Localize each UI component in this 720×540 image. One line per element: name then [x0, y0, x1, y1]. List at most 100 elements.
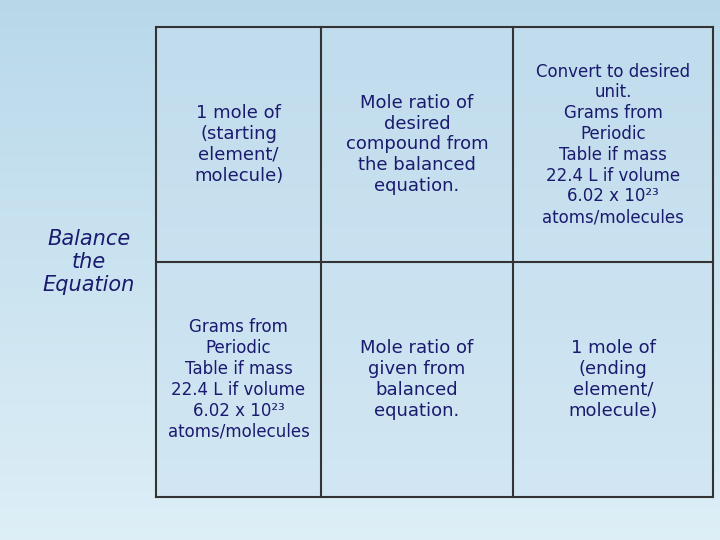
- Bar: [0, 486, 720, 491]
- Bar: [0, 481, 720, 486]
- Text: Convert to desired
unit.
Grams from
Periodic
Table if mass
22.4 L if volume
6.02: Convert to desired unit. Grams from Peri…: [536, 63, 690, 226]
- Bar: [0, 508, 720, 513]
- Bar: [0, 329, 720, 335]
- Bar: [0, 529, 720, 535]
- Bar: [0, 405, 720, 410]
- FancyBboxPatch shape: [513, 262, 713, 497]
- Bar: [0, 11, 720, 16]
- Bar: [0, 427, 720, 432]
- Bar: [0, 400, 720, 405]
- Bar: [0, 194, 720, 200]
- Bar: [0, 324, 720, 329]
- Bar: [0, 248, 720, 254]
- Bar: [0, 151, 720, 157]
- Bar: [0, 356, 720, 362]
- Bar: [0, 232, 720, 238]
- Bar: [0, 38, 720, 43]
- Bar: [0, 497, 720, 502]
- Bar: [0, 157, 720, 162]
- Bar: [0, 238, 720, 243]
- Bar: [0, 292, 720, 297]
- Bar: [0, 286, 720, 292]
- Bar: [0, 313, 720, 319]
- Text: Grams from
Periodic
Table if mass
22.4 L if volume
6.02 x 10²³
atoms/molecules: Grams from Periodic Table if mass 22.4 L…: [168, 319, 310, 440]
- Bar: [0, 130, 720, 135]
- Bar: [0, 362, 720, 367]
- Bar: [0, 27, 720, 32]
- Bar: [0, 140, 720, 146]
- Bar: [0, 346, 720, 351]
- Bar: [0, 459, 720, 464]
- Bar: [0, 308, 720, 313]
- Bar: [0, 319, 720, 324]
- Bar: [0, 513, 720, 518]
- Bar: [0, 535, 720, 540]
- Bar: [0, 59, 720, 65]
- FancyBboxPatch shape: [156, 262, 321, 497]
- Bar: [0, 454, 720, 459]
- Bar: [0, 103, 720, 108]
- Bar: [0, 464, 720, 470]
- Bar: [0, 351, 720, 356]
- Bar: [0, 524, 720, 529]
- Bar: [0, 243, 720, 248]
- Bar: [0, 259, 720, 265]
- Bar: [0, 367, 720, 373]
- Bar: [0, 124, 720, 130]
- Bar: [0, 81, 720, 86]
- Bar: [0, 22, 720, 27]
- FancyBboxPatch shape: [513, 27, 713, 262]
- Bar: [0, 437, 720, 443]
- Bar: [0, 302, 720, 308]
- Bar: [0, 76, 720, 81]
- Bar: [0, 421, 720, 427]
- Bar: [0, 378, 720, 383]
- Bar: [0, 162, 720, 167]
- Bar: [0, 70, 720, 76]
- Bar: [0, 189, 720, 194]
- Bar: [0, 43, 720, 49]
- Bar: [0, 373, 720, 378]
- Bar: [0, 470, 720, 475]
- Bar: [0, 92, 720, 97]
- Text: 1 mole of
(starting
element/
molecule): 1 mole of (starting element/ molecule): [194, 104, 283, 185]
- Bar: [0, 97, 720, 103]
- Bar: [0, 227, 720, 232]
- Bar: [0, 297, 720, 302]
- Bar: [0, 432, 720, 437]
- Bar: [0, 394, 720, 400]
- Text: Balance
the
Equation: Balance the Equation: [42, 229, 135, 295]
- Bar: [0, 173, 720, 178]
- Bar: [0, 254, 720, 259]
- Bar: [0, 275, 720, 281]
- Bar: [0, 281, 720, 286]
- Bar: [0, 389, 720, 394]
- Bar: [0, 443, 720, 448]
- Bar: [0, 383, 720, 389]
- Bar: [0, 491, 720, 497]
- Bar: [0, 270, 720, 275]
- Bar: [0, 54, 720, 59]
- Bar: [0, 49, 720, 54]
- Bar: [0, 86, 720, 92]
- Bar: [0, 502, 720, 508]
- Bar: [0, 340, 720, 346]
- Bar: [0, 216, 720, 221]
- Bar: [0, 146, 720, 151]
- Bar: [0, 5, 720, 11]
- FancyBboxPatch shape: [321, 27, 513, 262]
- Bar: [0, 184, 720, 189]
- FancyBboxPatch shape: [321, 262, 513, 497]
- Bar: [0, 0, 720, 5]
- Bar: [0, 113, 720, 119]
- Bar: [0, 32, 720, 38]
- Bar: [0, 410, 720, 416]
- Bar: [0, 200, 720, 205]
- Bar: [0, 108, 720, 113]
- FancyBboxPatch shape: [156, 27, 321, 262]
- Bar: [0, 475, 720, 481]
- Bar: [0, 119, 720, 124]
- Bar: [0, 178, 720, 184]
- Bar: [0, 167, 720, 173]
- Bar: [0, 211, 720, 216]
